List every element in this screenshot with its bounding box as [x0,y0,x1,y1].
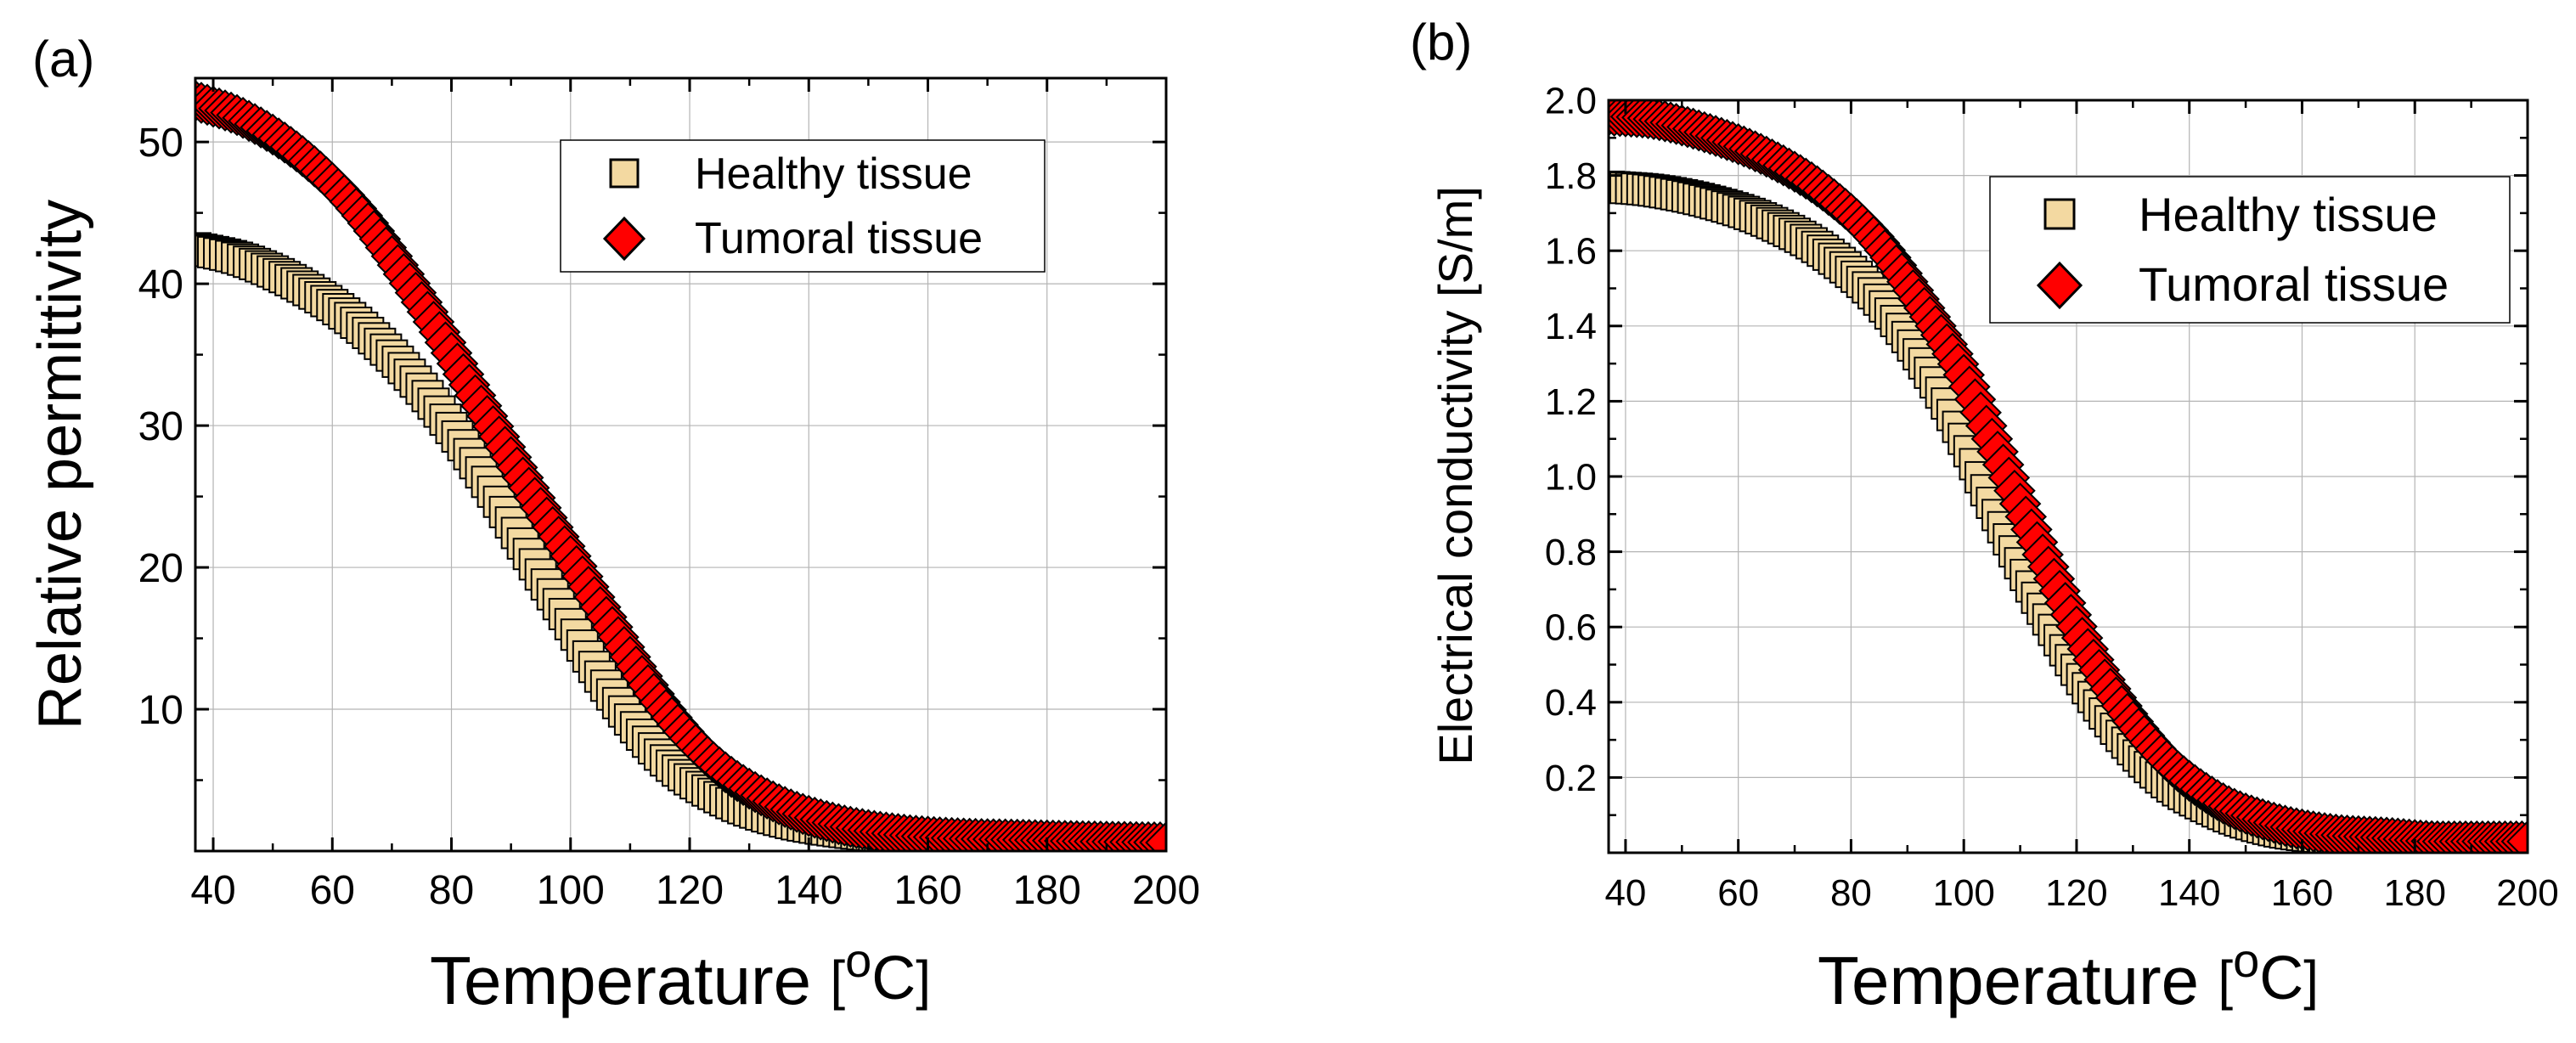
panel-b: (b) 40 60 80 100 120 140 160 180 200 0.2 0.4 0.6 0.8… [1410,14,2559,1018]
x-tick-label: 180 [2384,872,2446,914]
panel-b-data-marks [1609,100,2528,853]
y-tick-label: 0.4 [1545,682,1597,724]
x-tick-label: 160 [893,868,961,913]
y-tick-label: 1.0 [1545,456,1597,498]
x-tick-label: 40 [1604,872,1646,914]
y-tick-label: 2.0 [1545,80,1597,121]
panel-b-legend-box [1989,176,2511,324]
panel-a: (a) 40 60 80 100 120 140 160 180 200 10 20 30 40 50 R… [26,31,1200,1018]
panel-b-legend: Healthy tissue Tumoral tissue [1989,176,2511,324]
y-tick-label: 30 [138,404,183,449]
y-tick-label: 20 [138,546,183,591]
x-tick-label: 120 [656,868,724,913]
x-tick-label: 100 [1932,872,1994,914]
y-tick-label: 1.6 [1545,231,1597,273]
x-tick-label: 160 [2271,872,2333,914]
panel-a-legend-healthy-label: Healthy tissue [695,149,972,199]
x-tick-label: 140 [2158,872,2220,914]
panel-b-legend-tumoral-label: Tumoral tissue [2139,257,2449,311]
tumoral-marker [2506,820,2528,853]
panel-a-tick-labels: 40 60 80 100 120 140 160 180 200 10 20 30 40 50 [138,121,1200,913]
panel-b-y-axis-label: Electrical conductivity [S/m] [1429,186,1482,765]
x-tick-label: 60 [310,868,355,913]
panel-b-x-axis-label: Temperature [oC] [1818,933,2319,1018]
y-tick-label: 0.6 [1545,607,1597,649]
panel-a-data-marks [195,79,1166,851]
panel-b-tick-labels: 40 60 80 100 120 140 160 180 200 0.2 0.4 0.6 0.8 1.0 1… [1545,80,2559,914]
panel-b-legend-tumoral-marker [2036,261,2083,310]
x-tick-label: 60 [1717,872,1759,914]
y-tick-label: 0.2 [1545,758,1597,799]
x-tick-label: 140 [775,868,843,913]
x-tick-label: 180 [1013,868,1081,913]
panel-a-y-axis-label: Relative permittivity [26,200,94,730]
x-tick-label: 200 [1132,868,1200,913]
panel-a-legend-box [560,139,1046,273]
series-healthy-tissue [195,232,1166,851]
panel-b-ticks [1609,99,2529,853]
x-tick-label: 200 [2496,872,2558,914]
x-tick-label: 80 [429,868,474,913]
series-tumoral-tissue [195,79,1166,851]
panel-a-legend-healthy-marker [609,158,640,189]
panel-a-label: (a) [32,31,94,87]
series-tumoral-tissue [1609,100,2528,853]
y-tick-label: 40 [138,262,183,307]
x-tick-label: 120 [2045,872,2107,914]
y-tick-label: 1.2 [1545,381,1597,423]
panel-b-legend-healthy-marker [2043,198,2076,230]
panel-a-ticks [195,78,1168,851]
panel-a-legend-tumoral-label: Tumoral tissue [695,214,983,263]
panel-a-legend-tumoral-marker [602,216,646,262]
panel-a-x-axis-label: Temperature [oC] [430,933,931,1018]
x-tick-label: 100 [537,868,605,913]
panel-a-legend: Healthy tissue Tumoral tissue [560,139,1046,273]
panel-a-plot-frame [194,76,1168,853]
panel-b-label: (b) [1410,14,1472,70]
tumoral-marker [1145,821,1166,851]
panel-b-legend-healthy-label: Healthy tissue [2139,188,2438,241]
y-tick-label: 50 [138,121,183,166]
x-tick-label: 80 [1830,872,1872,914]
y-tick-label: 1.4 [1545,306,1597,347]
y-tick-label: 10 [138,688,183,733]
y-tick-label: 1.8 [1545,155,1597,197]
y-tick-label: 0.8 [1545,532,1597,573]
x-tick-label: 40 [190,868,235,913]
